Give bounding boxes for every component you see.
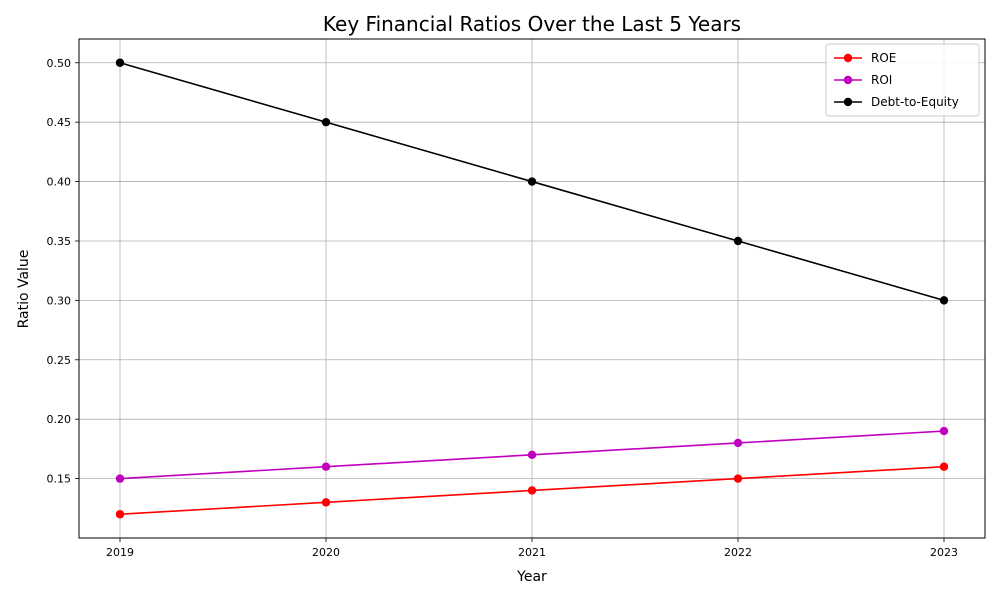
data-point: [733, 438, 743, 448]
y-tick-label: 0.50: [47, 57, 72, 70]
y-tick-label: 0.20: [47, 413, 72, 426]
data-point: [527, 450, 537, 460]
y-tick-label: 0.35: [47, 235, 72, 248]
x-tick-label: 2023: [930, 546, 958, 559]
axis-ticks: 2019 2020 2021 2022 2023 0.15 0.20 0.25 0.30 0.35…: [47, 57, 959, 559]
x-tick-label: 2019: [106, 546, 134, 559]
data-point: [733, 236, 743, 246]
data-point: [939, 426, 949, 436]
data-point: [939, 296, 949, 305]
x-tick-label: 2022: [724, 546, 752, 559]
chart-title: Key Financial Ratios Over the Last 5 Yea…: [323, 12, 741, 36]
data-point: [527, 177, 537, 186]
legend-swatch-marker: [843, 97, 853, 107]
data-point: [321, 462, 331, 471]
y-tick-label: 0.30: [47, 294, 72, 307]
legend-swatch-marker: [843, 75, 853, 85]
legend-label: ROE: [871, 51, 896, 65]
y-tick-label: 0.40: [47, 176, 72, 189]
data-point: [733, 474, 743, 483]
legend: ROE ROI Debt-to-Equity: [825, 43, 980, 117]
data-point: [115, 58, 125, 67]
data-point: [321, 498, 331, 507]
legend-label: Debt-to-Equity: [871, 95, 959, 109]
series-group: [115, 58, 949, 519]
y-axis-label: Ratio Value: [16, 250, 32, 329]
data-point: [321, 117, 331, 127]
y-tick-label: 0.15: [47, 473, 72, 486]
data-point: [527, 486, 537, 495]
x-tick-label: 2021: [518, 546, 546, 559]
legend-label: ROI: [871, 73, 892, 87]
legend-swatch-marker: [843, 53, 853, 63]
y-tick-label: 0.25: [47, 354, 72, 367]
data-point: [939, 462, 949, 471]
x-tick-label: 2020: [312, 546, 340, 559]
data-point: [115, 510, 125, 519]
legend-box: [825, 43, 980, 117]
y-tick-label: 0.45: [47, 116, 72, 129]
x-axis-label: Year: [516, 569, 547, 585]
data-point: [115, 474, 125, 483]
